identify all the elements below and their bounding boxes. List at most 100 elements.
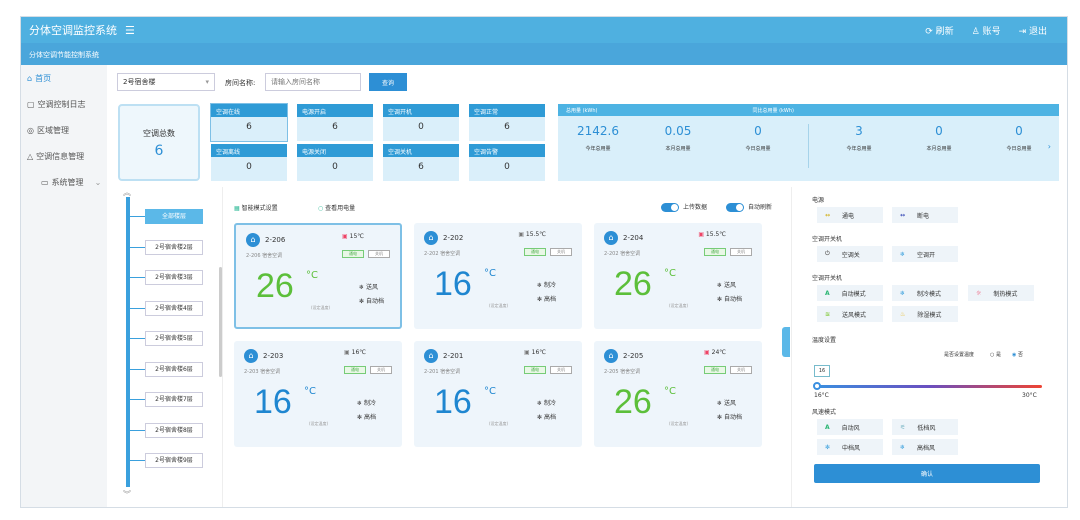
mode-option-button[interactable]: ☼ 制热模式 (968, 285, 1034, 301)
set-temp-label: (设定温度) (669, 303, 689, 308)
upload-toggle[interactable]: 上传数据 (661, 202, 707, 212)
energy-value: 0.05 (664, 124, 692, 138)
floor-connector (128, 277, 145, 278)
smart-mode-button[interactable]: ▦ 智能模式设置 (234, 203, 278, 212)
floor-item[interactable]: 2号宿舍楼7层 (145, 392, 203, 407)
chevron-right-icon[interactable]: › (1047, 142, 1051, 151)
state-tag: 关机 (368, 250, 390, 258)
room-temp: ▣ 16℃ (524, 349, 546, 356)
ac-card[interactable]: ⌂ 2-203 2-203 宿舍空调 ▣ 16℃ 通电 关机 16 °C (设定温度) ❄ 制冷 ✻… (234, 341, 402, 447)
stat-value: 6 (246, 122, 252, 132)
room-name-input[interactable] (265, 73, 361, 91)
room-temp-value: 16℃ (351, 349, 366, 356)
temp-slider-handle[interactable] (813, 382, 821, 390)
room-temp-value: 24℃ (711, 349, 726, 356)
set-temp-label: (设定温度) (669, 421, 689, 426)
fan-option-button[interactable]: A 自动风 (817, 419, 883, 435)
power-option-button[interactable]: ↔ 通电 (817, 207, 883, 223)
snowflake-icon: ❄ (357, 400, 364, 407)
power-option-button[interactable]: ↔ 断电 (892, 207, 958, 223)
mode-option-button[interactable]: ≋ 送风模式 (817, 306, 883, 322)
ac-card[interactable]: ⌂ 2-201 2-201 宿舍空调 ▣ 16℃ 通电 关机 16 °C (设定温度) ❄ 制冷 ✻… (414, 341, 582, 447)
sidebar-item[interactable]: ▢ 空调控制日志 (21, 91, 107, 117)
room-name: 2-201 (443, 352, 464, 360)
floor-item[interactable]: 2号宿舍楼9层 (145, 453, 203, 468)
fan-option-button[interactable]: ❄ 高档风 (892, 439, 958, 455)
panel-collapse-handle[interactable] (782, 327, 790, 357)
floor-item[interactable]: 2号宿舍楼5层 (145, 331, 203, 346)
menu-toggle-icon[interactable]: ☰ (125, 23, 135, 37)
temp-slider-track[interactable] (816, 385, 1042, 388)
mode-option-button[interactable]: A 自动模式 (817, 285, 883, 301)
floor-item[interactable]: 全部楼层 (145, 209, 203, 224)
logout-button[interactable]: ⇥ 退出 (1019, 24, 1047, 37)
view-power-button[interactable]: ○ 查看用电量 (318, 203, 355, 212)
floor-connector (128, 216, 145, 217)
set-temp-label: (设定温度) (489, 421, 509, 426)
stat-value: 0 (504, 162, 510, 172)
ac-card[interactable]: ⌂ 2-204 2-202 宿舍空调 ▣ 15.5℃ 通电 关机 26 °C (设定温度) ❄ 送… (594, 223, 762, 329)
sidebar-item[interactable]: ▭ 系统管理 ⌄ (21, 169, 107, 195)
room-temp-value: 16℃ (531, 349, 546, 356)
confirm-button[interactable]: 确认 (814, 464, 1040, 483)
set-temperature: 16 (254, 383, 292, 421)
total-value: 6 (154, 143, 164, 159)
energy-label: 今日总用量 (1006, 146, 1032, 152)
thermometer-icon: ▣ (698, 231, 706, 238)
energy-item: 0.05 本月总用量 (638, 124, 718, 168)
chevron-down-icon: ⌄ (94, 177, 102, 187)
stat-header: 空调离线 (211, 144, 287, 157)
energy-value: 2142.6 (577, 124, 619, 138)
floor-connector (128, 307, 145, 309)
section-title: 电源 (812, 197, 825, 204)
power-option-label: 断电 (917, 212, 930, 220)
query-button[interactable]: 查询 (369, 73, 407, 91)
temp-value-box[interactable]: 16 (814, 365, 830, 377)
fan-icon: ✻ (537, 296, 544, 303)
ac-card[interactable]: ⌂ 2-202 2-202 宿舍空调 ▣ 15.5℃ 通电 关机 16 °C (设定温度) ❄ 制… (414, 223, 582, 329)
refresh-icon: ⟳ (925, 26, 936, 37)
floor-item[interactable]: 2号宿舍楼3层 (145, 270, 203, 285)
room-temp-value: 15℃ (349, 233, 364, 240)
mode-option-button[interactable]: ♨ 除湿模式 (892, 306, 958, 322)
sidebar-item[interactable]: ◎ 区域管理 (21, 117, 107, 143)
energy-item: 0 今日总用量 (979, 124, 1059, 168)
stat-card: 空调在线 6 (210, 103, 288, 142)
section-title: 空调开关机 (812, 236, 843, 243)
scroll-down-icon[interactable]: ︾ (123, 490, 131, 499)
ac-description: 2-203 宿舍空调 (244, 369, 281, 375)
account-button[interactable]: ♙ 账号 (972, 24, 1001, 37)
auto-refresh-toggle[interactable]: 自动刷新 (726, 202, 772, 212)
radio-yes[interactable]: ○ 是 (990, 352, 1001, 358)
toggle-switch[interactable] (661, 203, 679, 212)
scrollbar[interactable] (219, 267, 222, 377)
mode-option-button[interactable]: ❄ 制冷模式 (892, 285, 958, 301)
ac-card[interactable]: ⌂ 2-205 2-205 宿舍空调 ▣ 24℃ 通电 关机 26 °C (设定温度) ❄ 送风 ✻… (594, 341, 762, 447)
floor-item[interactable]: 2号宿舍楼4层 (145, 300, 203, 316)
ac-description: 2-202 宿舍空调 (604, 251, 641, 257)
onoff-option-button[interactable]: ❄ 空调开 (892, 246, 958, 262)
floor-item[interactable]: 2号宿舍楼8层 (145, 422, 203, 438)
grid-icon: ▦ (234, 205, 242, 212)
fan-option-label: 自动风 (841, 424, 860, 432)
floor-item[interactable]: 2号宿舍楼6层 (145, 361, 203, 377)
mode-option-label: 送风模式 (842, 311, 867, 319)
fan-option-button[interactable]: ✻ 中档风 (817, 439, 883, 455)
set-temp-label: (设定温度) (311, 305, 331, 310)
refresh-button[interactable]: ⟳ 刷新 (925, 24, 953, 37)
mode-label: 制冷 (543, 282, 556, 289)
app-title: 分体空调监控系统 (29, 24, 117, 37)
fan-option-button[interactable]: ⚟ 低档风 (892, 419, 958, 435)
scroll-up-icon[interactable]: ︽ (123, 188, 131, 197)
ac-card[interactable]: ⌂ 2-206 2-206 宿舍空调 ▣ 15℃ 通电 关机 26 °C (设定温度) ❄ 送风 ✻… (234, 223, 402, 329)
user-icon: ♙ (971, 26, 983, 37)
onoff-option-button[interactable]: ⏻ 空调关 (817, 246, 883, 262)
sidebar-item[interactable]: ⌂ 首页 (21, 65, 107, 91)
room-name: 2-206 (265, 236, 286, 244)
sidebar-item[interactable]: △ 空调信息管理 (21, 143, 107, 169)
fan-indicator: ✻ 高档 (357, 412, 376, 421)
toggle-switch[interactable] (726, 203, 744, 212)
radio-no[interactable]: ◉ 否 (1012, 352, 1023, 358)
building-select[interactable]: 2号宿舍楼 ▾ (117, 73, 215, 91)
floor-item[interactable]: 2号宿舍楼2层 (145, 239, 203, 255)
